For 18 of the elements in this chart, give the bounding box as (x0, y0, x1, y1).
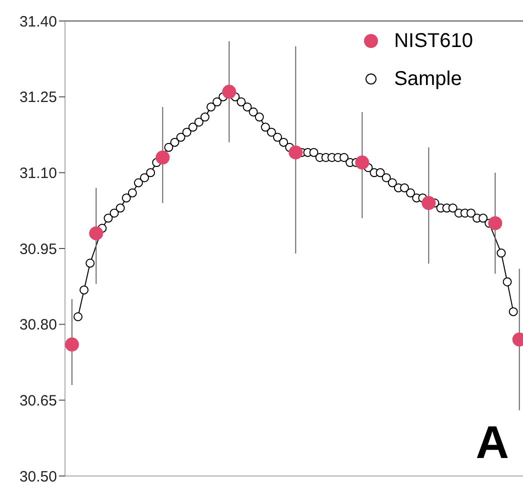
point (89, 226, 104, 240)
y-tick-label: 30.95 (19, 240, 57, 258)
point (156, 150, 170, 164)
y-tick-label: 31.40 (19, 13, 57, 30)
point (65, 338, 79, 352)
point (288, 145, 303, 160)
legend-label: Sample (394, 68, 462, 90)
point (488, 216, 502, 230)
point (422, 196, 436, 210)
annotation: A (476, 416, 509, 468)
y-tick-label: 30.80 (19, 316, 57, 334)
point (222, 84, 236, 99)
y-tick-label: 30.65 (19, 392, 57, 410)
point (355, 156, 370, 170)
y-tick-label: 31.10 (19, 164, 57, 182)
y-tick-label: 30.50 (19, 468, 57, 486)
legend-label: NIST610 (394, 30, 473, 52)
y-tick-label: 31.25 (19, 89, 57, 106)
